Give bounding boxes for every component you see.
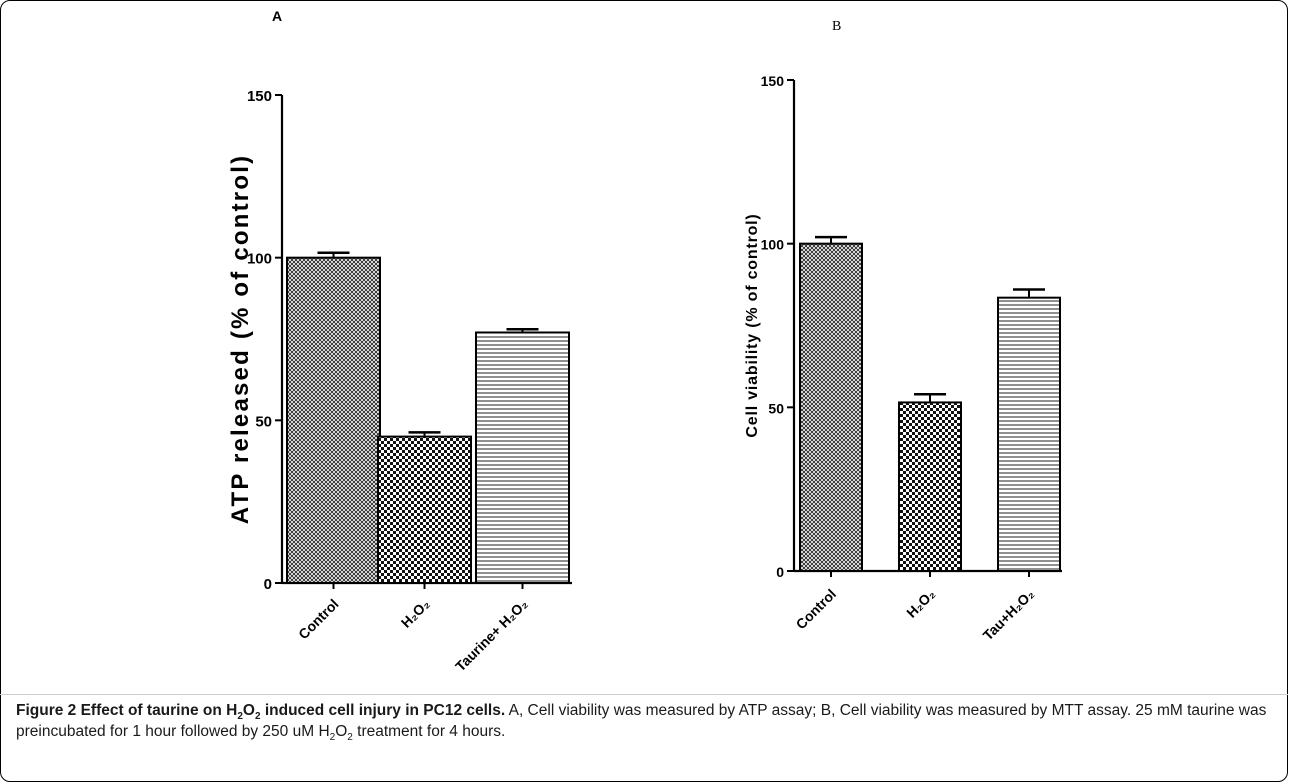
caption-body-sub: 2 bbox=[347, 732, 353, 744]
x-tick-label: Taurine+ H₂O₂ bbox=[452, 596, 531, 675]
caption-title-lead: Figure 2 Effect of taurine on H bbox=[16, 702, 238, 719]
caption-title-sub: 2 bbox=[237, 711, 243, 723]
bar bbox=[286, 256, 381, 584]
caption-title-tail: induced cell injury in PC12 cells. bbox=[260, 702, 506, 719]
x-tick-label: Control bbox=[295, 596, 342, 643]
caption-body-mid: O bbox=[335, 723, 348, 740]
y-tick-label: 0 bbox=[264, 576, 272, 593]
y-axis-label: ATP released (% of control) bbox=[227, 154, 254, 525]
caption-title: Figure 2 Effect of taurine on H2O2 induc… bbox=[16, 702, 506, 723]
y-tick-label: 50 bbox=[768, 400, 784, 416]
y-tick-label: 50 bbox=[255, 413, 272, 430]
y-tick-label: 150 bbox=[761, 73, 785, 89]
y-axis-label: Cell viability (% of control) bbox=[744, 213, 761, 437]
panel-a-chart: A 0 50 100 150 ATP released (% of control) Con… bbox=[227, 8, 572, 674]
y-tick-label: 0 bbox=[776, 564, 784, 580]
x-tick-label: Tau+H₂O₂ bbox=[980, 586, 1038, 644]
panel-label: A bbox=[272, 8, 282, 24]
caption-divider bbox=[0, 694, 1288, 695]
caption-body-sub: 2 bbox=[329, 732, 336, 744]
caption-title-mid: O bbox=[242, 702, 255, 719]
bar bbox=[799, 242, 863, 573]
y-tick-label: 150 bbox=[247, 88, 272, 105]
x-tick-label: H₂O₂ bbox=[398, 596, 433, 631]
x-tick-label: Control bbox=[793, 586, 840, 633]
y-tick-label: 100 bbox=[247, 251, 272, 268]
x-tick-label: H₂O₂ bbox=[903, 586, 938, 621]
bar bbox=[997, 296, 1061, 572]
panel-b-chart: B 0 50 100 150 Cell viability (% of control) C… bbox=[744, 19, 1062, 643]
bar bbox=[377, 435, 472, 584]
panel-label: B bbox=[832, 19, 841, 34]
bar bbox=[898, 401, 962, 572]
caption-body: A, Cell viability was measured by ATP as… bbox=[16, 702, 1267, 740]
y-tick-label: 100 bbox=[761, 237, 785, 253]
figure-caption: Figure 2 Effect of taurine on H2O2 induc… bbox=[16, 700, 1274, 744]
caption-body-end: treatment for 4 hours. bbox=[352, 723, 506, 740]
figure-plot-area: A 0 50 100 150 ATP released (% of control) Con… bbox=[227, 8, 1062, 674]
bar bbox=[475, 331, 570, 585]
caption-title-sub: 2 bbox=[254, 711, 261, 723]
